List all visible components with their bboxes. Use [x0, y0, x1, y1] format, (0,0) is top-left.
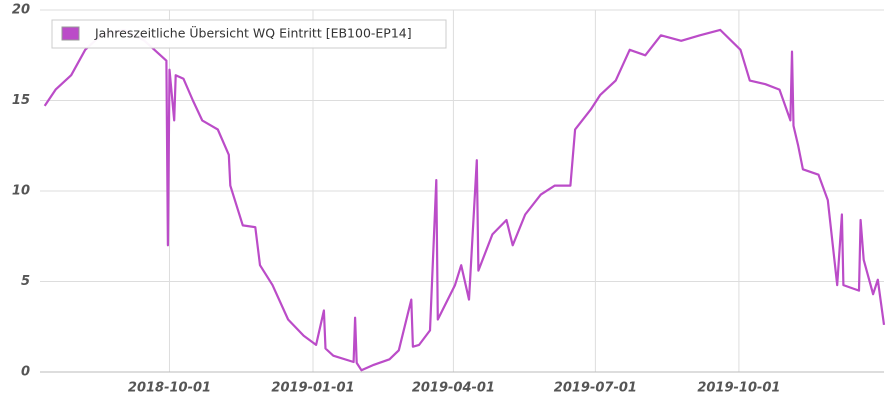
y-tick-label: 0 [21, 365, 30, 380]
y-tick-label: 15 [12, 93, 30, 108]
legend-label: Jahreszeitliche Übersicht WQ Eintritt [E… [94, 25, 412, 41]
y-tick-label: 10 [12, 184, 30, 199]
legend-box [51, 19, 447, 49]
y-tick-label: 20 [12, 3, 30, 18]
x-tick-label: 2019-07-01 [554, 381, 637, 396]
legend-swatch [61, 26, 80, 41]
x-tick-label: 2019-04-01 [412, 381, 495, 396]
y-tick-label: 5 [21, 274, 30, 289]
legend: Jahreszeitliche Übersicht WQ Eintritt [E… [51, 19, 447, 49]
x-tick-label: 2019-10-01 [697, 381, 780, 396]
x-tick-label: 2019-01-01 [271, 381, 354, 396]
x-tick-label: 2018-10-01 [128, 381, 211, 396]
line [43, 28, 886, 372]
